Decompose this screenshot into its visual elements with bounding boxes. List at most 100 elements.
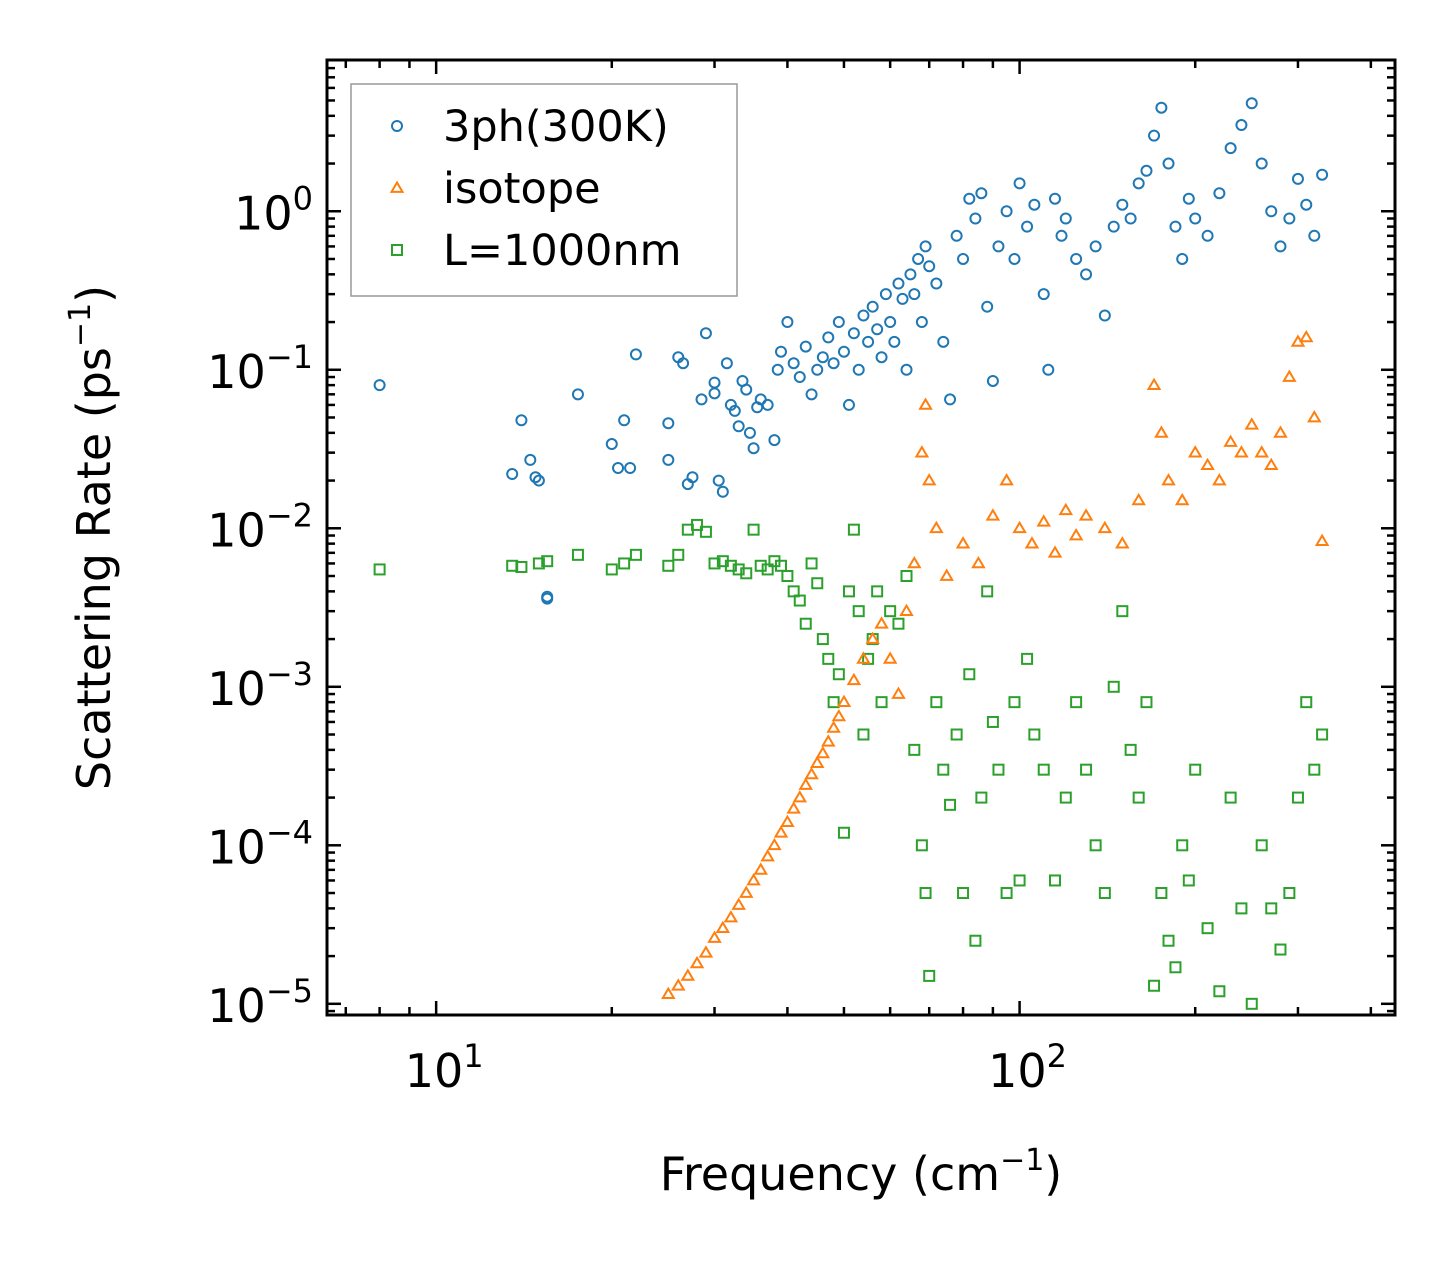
data-point-square	[1080, 763, 1093, 776]
data-point-circle	[775, 345, 788, 358]
data-point-square	[1107, 680, 1120, 693]
data-point-square	[923, 969, 936, 982]
data-point-triangle	[1024, 536, 1040, 549]
data-point-square	[992, 763, 1005, 776]
data-point-square	[871, 585, 884, 598]
data-point-triangle	[1264, 457, 1279, 471]
data-point-triangle	[999, 473, 1014, 486]
data-point-square	[822, 652, 835, 665]
data-point-triangle	[929, 520, 944, 534]
data-point-circle	[888, 335, 901, 348]
data-point-circle	[712, 474, 725, 487]
data-point-square	[832, 668, 845, 681]
data-point-square	[1000, 887, 1013, 900]
data-point-triangle	[1146, 377, 1162, 390]
legend-label: 3ph(300K)	[443, 102, 669, 152]
x-tick-label: 102	[988, 1037, 1067, 1098]
legend-label: isotope	[443, 164, 601, 214]
data-point-triangle	[846, 672, 862, 686]
data-point-square	[708, 557, 721, 570]
data-point-triangle	[715, 920, 731, 934]
data-point-circle	[787, 357, 800, 370]
data-point-triangle	[856, 651, 871, 664]
data-point-square	[1028, 728, 1041, 741]
data-point-square	[837, 826, 850, 839]
data-point-circle	[605, 438, 618, 451]
data-point-circle	[912, 252, 925, 265]
legend-item-isotope: isotope	[389, 164, 601, 214]
data-point-circle	[624, 462, 637, 475]
data-point-circle	[524, 453, 537, 466]
data-point-circle	[793, 371, 806, 384]
data-point-circle	[532, 474, 545, 487]
data-point-triangle	[746, 872, 761, 886]
data-point-square	[699, 525, 712, 538]
data-point-circle	[975, 187, 988, 200]
data-point-square	[1140, 696, 1153, 709]
data-point-square	[793, 594, 806, 607]
data-point-triangle	[1058, 502, 1074, 516]
series-3ph(300K)	[373, 97, 1329, 605]
data-point-square	[781, 569, 794, 582]
data-point-triangle	[1078, 508, 1094, 521]
data-point-square	[1213, 985, 1226, 998]
data-point-circle	[969, 212, 982, 225]
data-point-triangle	[1212, 473, 1227, 486]
data-point-circle	[1291, 172, 1304, 185]
data-point-square	[981, 585, 994, 598]
data-point-triangle	[680, 968, 696, 981]
data-point-square	[1021, 652, 1034, 665]
data-point-triangle	[891, 686, 906, 699]
data-point-square	[775, 559, 788, 572]
data-point-circle	[732, 420, 745, 433]
data-point-square	[1189, 763, 1202, 776]
data-point-square	[857, 728, 870, 741]
data-point-square	[1169, 961, 1182, 974]
data-point-circle	[529, 471, 542, 484]
data-point-circle	[1059, 212, 1072, 225]
data-point-square	[1316, 728, 1329, 741]
data-point-triangle	[1234, 445, 1249, 458]
data-point-circle	[1189, 212, 1202, 225]
data-point-triangle	[738, 885, 754, 898]
data-point-triangle	[671, 978, 686, 991]
data-point-square	[842, 585, 855, 598]
data-point-circle	[871, 323, 884, 336]
data-point-circle	[677, 357, 690, 370]
data-point-circle	[1155, 101, 1168, 114]
data-point-circle	[740, 383, 753, 396]
data-point-square	[732, 563, 745, 576]
data-point-circle	[1042, 363, 1055, 376]
data-point-circle	[1037, 288, 1050, 301]
data-point-square	[852, 605, 865, 618]
data-point-circle	[904, 268, 917, 281]
data-point-circle	[822, 331, 835, 344]
legend-label: L=1000nm	[443, 226, 682, 276]
data-point-circle	[662, 453, 675, 466]
data-point-square	[1245, 997, 1258, 1010]
data-point-circle	[992, 240, 1005, 253]
data-point-triangle	[1254, 445, 1269, 458]
data-point-triangle	[661, 986, 676, 1000]
data-point-triangle	[731, 897, 746, 910]
data-point-square	[754, 559, 767, 572]
data-point-circle	[716, 485, 729, 498]
legend-item-3ph(300K): 3ph(300K)	[391, 102, 669, 152]
data-point-square	[944, 798, 957, 811]
data-point-square	[986, 715, 999, 728]
data-point-circle	[728, 404, 741, 417]
data-point-square	[1116, 605, 1129, 618]
data-point-triangle	[1115, 536, 1130, 549]
data-point-triangle	[836, 694, 852, 708]
data-point-square	[1162, 934, 1175, 947]
data-point-square	[515, 560, 528, 573]
data-point-circle	[1080, 268, 1093, 281]
data-point-square	[1089, 839, 1102, 852]
data-point-square	[862, 652, 875, 665]
data-point-circle	[1169, 220, 1182, 233]
data-point-square	[1283, 887, 1296, 900]
data-point-circle	[662, 417, 675, 430]
data-point-square	[541, 555, 554, 568]
data-point-circle	[747, 442, 760, 455]
data-point-square	[915, 839, 928, 852]
